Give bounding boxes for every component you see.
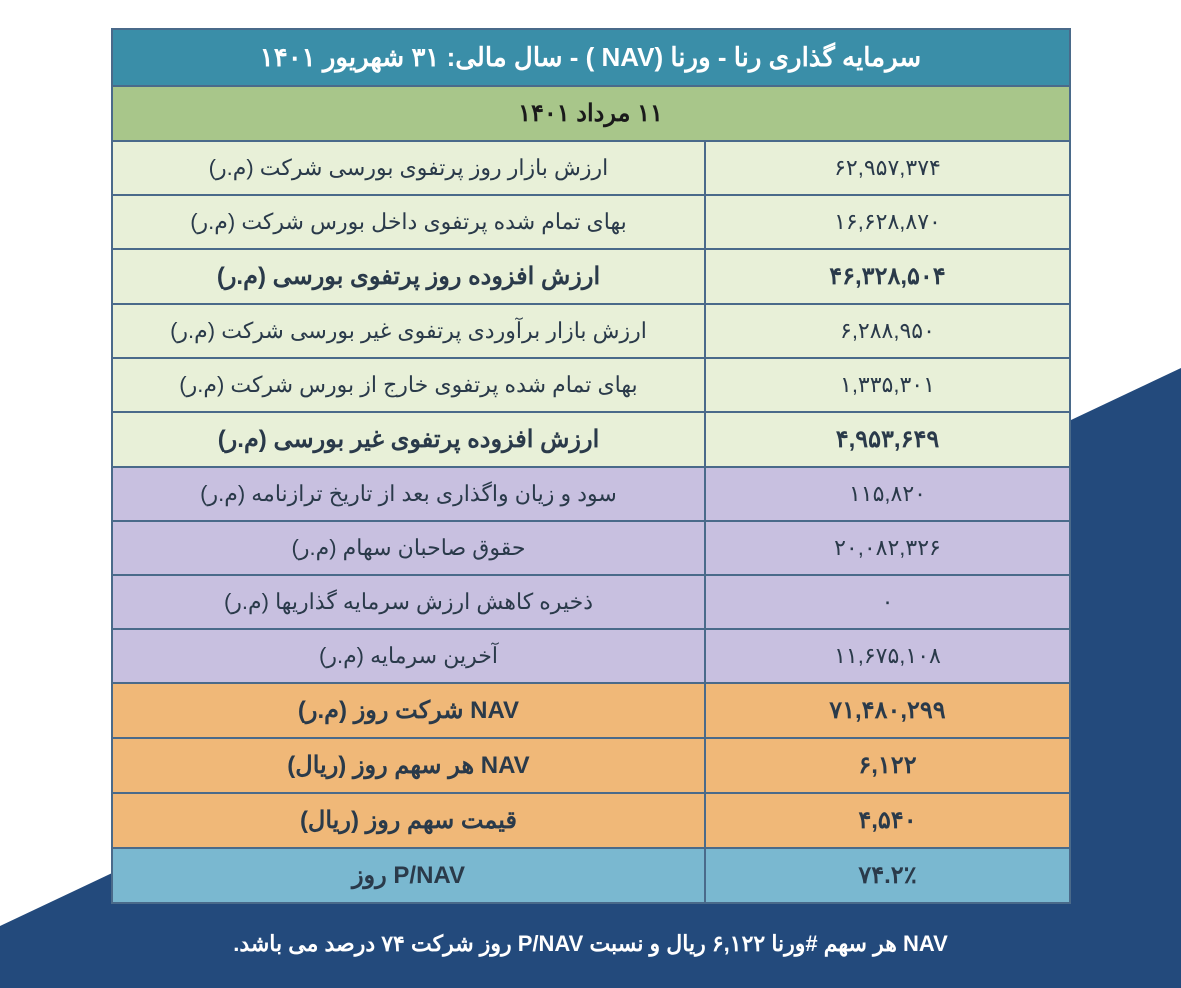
table-row: سود و زیان واگذاری بعد از تاریخ ترازنامه…	[112, 467, 1070, 521]
table-row: قیمت سهم روز (ریال)۴,۵۴۰	[112, 793, 1070, 848]
row-value: ۱۶,۶۲۸,۸۷۰	[705, 195, 1069, 249]
row-label: ارزش بازار روز پرتفوی بورسی شرکت (م.ر)	[112, 141, 706, 195]
nav-table: سرمایه گذاری رنا - ورنا (NAV ) - سال مال…	[111, 28, 1071, 904]
row-value: ۷۱,۴۸۰,۲۹۹	[705, 683, 1069, 738]
header-title: سرمایه گذاری رنا - ورنا (NAV ) - سال مال…	[112, 29, 1070, 86]
table-row: ارزش بازار برآوردی پرتفوی غیر بورسی شرکت…	[112, 304, 1070, 358]
row-label: حقوق صاحبان سهام (م.ر)	[112, 521, 706, 575]
table-row: ارزش بازار روز پرتفوی بورسی شرکت (م.ر)۶۲…	[112, 141, 1070, 195]
header-row: سرمایه گذاری رنا - ورنا (NAV ) - سال مال…	[112, 29, 1070, 86]
table-row: ارزش افزوده روز پرتفوی بورسی (م.ر)۴۶,۳۲۸…	[112, 249, 1070, 304]
row-label: ارزش افزوده روز پرتفوی بورسی (م.ر)	[112, 249, 706, 304]
date-cell: ۱۱ مرداد ۱۴۰۱	[112, 86, 1070, 141]
table-row: آخرین سرمایه (م.ر)۱۱,۶۷۵,۱۰۸	[112, 629, 1070, 683]
row-value: ۶۲,۹۵۷,۳۷۴	[705, 141, 1069, 195]
table-row: حقوق صاحبان سهام (م.ر)۲۰,۰۸۲,۳۲۶	[112, 521, 1070, 575]
row-value: ۶,۱۲۲	[705, 738, 1069, 793]
row-label: P/NAV روز	[112, 848, 706, 903]
table-row: ذخیره کاهش ارزش سرمایه گذاریها (م.ر)۰	[112, 575, 1070, 629]
row-value: ۷۴.۲٪	[705, 848, 1069, 903]
row-value: ۴۶,۳۲۸,۵۰۴	[705, 249, 1069, 304]
row-label: بهای تمام شده پرتفوی داخل بورس شرکت (م.ر…	[112, 195, 706, 249]
row-value: ۴,۵۴۰	[705, 793, 1069, 848]
table-row: ارزش افزوده پرتفوی غیر بورسی (م.ر)۴,۹۵۳,…	[112, 412, 1070, 467]
row-label: آخرین سرمایه (م.ر)	[112, 629, 706, 683]
row-label: ذخیره کاهش ارزش سرمایه گذاریها (م.ر)	[112, 575, 706, 629]
row-value: ۰	[705, 575, 1069, 629]
row-value: ۴,۹۵۳,۶۴۹	[705, 412, 1069, 467]
row-label: ارزش بازار برآوردی پرتفوی غیر بورسی شرکت…	[112, 304, 706, 358]
row-label: ارزش افزوده پرتفوی غیر بورسی (م.ر)	[112, 412, 706, 467]
date-row: ۱۱ مرداد ۱۴۰۱	[112, 86, 1070, 141]
row-label: NAV شرکت روز (م.ر)	[112, 683, 706, 738]
row-value: ۱۱,۶۷۵,۱۰۸	[705, 629, 1069, 683]
row-label: NAV هر سهم روز (ریال)	[112, 738, 706, 793]
table-row: بهای تمام شده پرتفوی خارج از بورس شرکت (…	[112, 358, 1070, 412]
table-row: بهای تمام شده پرتفوی داخل بورس شرکت (م.ر…	[112, 195, 1070, 249]
table-row: NAV هر سهم روز (ریال)۶,۱۲۲	[112, 738, 1070, 793]
row-label: بهای تمام شده پرتفوی خارج از بورس شرکت (…	[112, 358, 706, 412]
row-value: ۱۱۵,۸۲۰	[705, 467, 1069, 521]
table-row: P/NAV روز۷۴.۲٪	[112, 848, 1070, 903]
row-value: ۲۰,۰۸۲,۳۲۶	[705, 521, 1069, 575]
row-label: قیمت سهم روز (ریال)	[112, 793, 706, 848]
row-value: ۱,۳۳۵,۳۰۱	[705, 358, 1069, 412]
row-label: سود و زیان واگذاری بعد از تاریخ ترازنامه…	[112, 467, 706, 521]
table-row: NAV شرکت روز (م.ر)۷۱,۴۸۰,۲۹۹	[112, 683, 1070, 738]
footer-note: NAV هر سهم #ورنا ۶,۱۲۲ ریال و نسبت P/NAV…	[111, 924, 1071, 964]
row-value: ۶,۲۸۸,۹۵۰	[705, 304, 1069, 358]
table-container: سرمایه گذاری رنا - ورنا (NAV ) - سال مال…	[111, 28, 1071, 904]
